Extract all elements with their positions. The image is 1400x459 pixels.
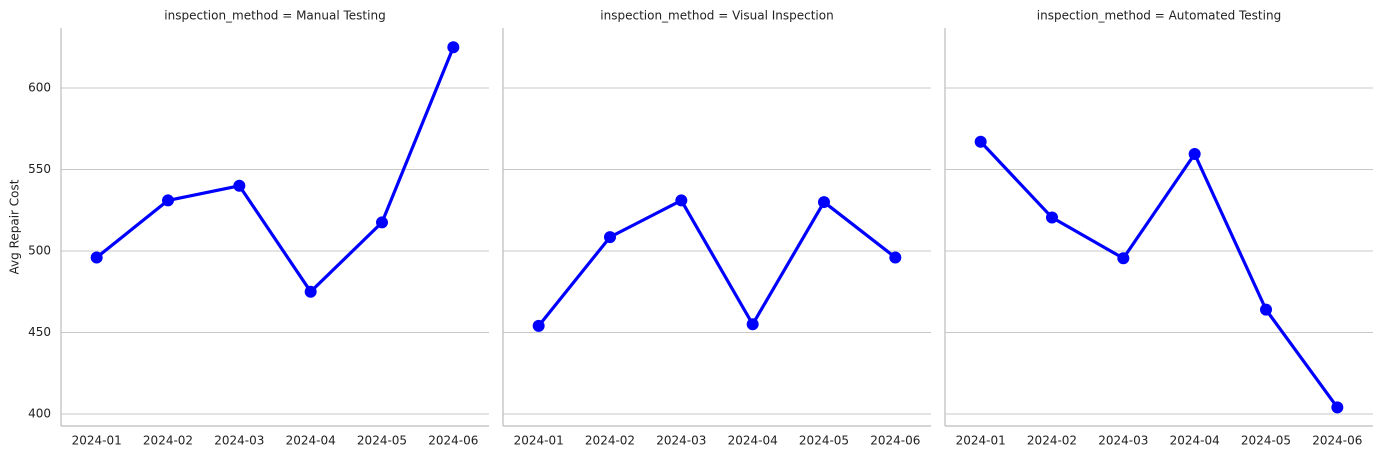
x-tick-label: 2024-04 [286, 434, 336, 448]
point [376, 216, 388, 229]
x-tick-label: 2024-03 [656, 434, 706, 448]
point [1188, 147, 1201, 160]
y-tick-label: 600 [28, 80, 51, 94]
point [818, 196, 830, 209]
point [604, 231, 616, 244]
x-tick-label: 2024-05 [1241, 434, 1291, 448]
x-tick-label: 2024-02 [143, 434, 193, 448]
point [1046, 211, 1058, 224]
x-tick-label: 2024-05 [357, 434, 407, 448]
x-tick-label: 2024-02 [1027, 434, 1077, 448]
x-tick-label: 2024-01 [514, 434, 564, 448]
x-tick-label: 2024-06 [428, 434, 478, 448]
point [974, 135, 987, 148]
x-tick-label: 2024-03 [214, 434, 264, 448]
point [889, 251, 902, 264]
x-tick-label: 2024-04 [728, 434, 778, 448]
x-tick-label: 2024-04 [1170, 434, 1220, 448]
y-tick-label: 550 [28, 162, 51, 176]
point [90, 251, 103, 264]
panel-title: inspection_method = Visual Inspection [600, 9, 833, 23]
y-axis-label: Avg Repair Cost [8, 179, 22, 274]
y-tick-label: 500 [28, 243, 51, 257]
point [1331, 401, 1344, 414]
point [447, 41, 460, 54]
x-tick-label: 2024-02 [585, 434, 635, 448]
line [95, 46, 455, 294]
panel-title: inspection_method = Manual Testing [164, 9, 385, 23]
x-tick-label: 2024-06 [870, 434, 920, 448]
point [675, 194, 688, 207]
point [162, 194, 174, 207]
line [979, 140, 1339, 409]
panel-title: inspection_method = Automated Testing [1037, 9, 1281, 23]
point [746, 318, 759, 331]
point [304, 285, 317, 298]
x-tick-label: 2024-05 [799, 434, 849, 448]
point [1260, 303, 1272, 316]
x-tick-label: 2024-01 [72, 434, 122, 448]
x-tick-label: 2024-01 [956, 434, 1006, 448]
y-tick-label: 400 [28, 406, 51, 420]
line [537, 198, 897, 327]
point [233, 179, 246, 192]
point [1117, 252, 1130, 265]
point [532, 319, 545, 332]
x-tick-label: 2024-03 [1098, 434, 1148, 448]
x-tick-label: 2024-06 [1312, 434, 1362, 448]
y-tick-label: 450 [28, 325, 51, 339]
